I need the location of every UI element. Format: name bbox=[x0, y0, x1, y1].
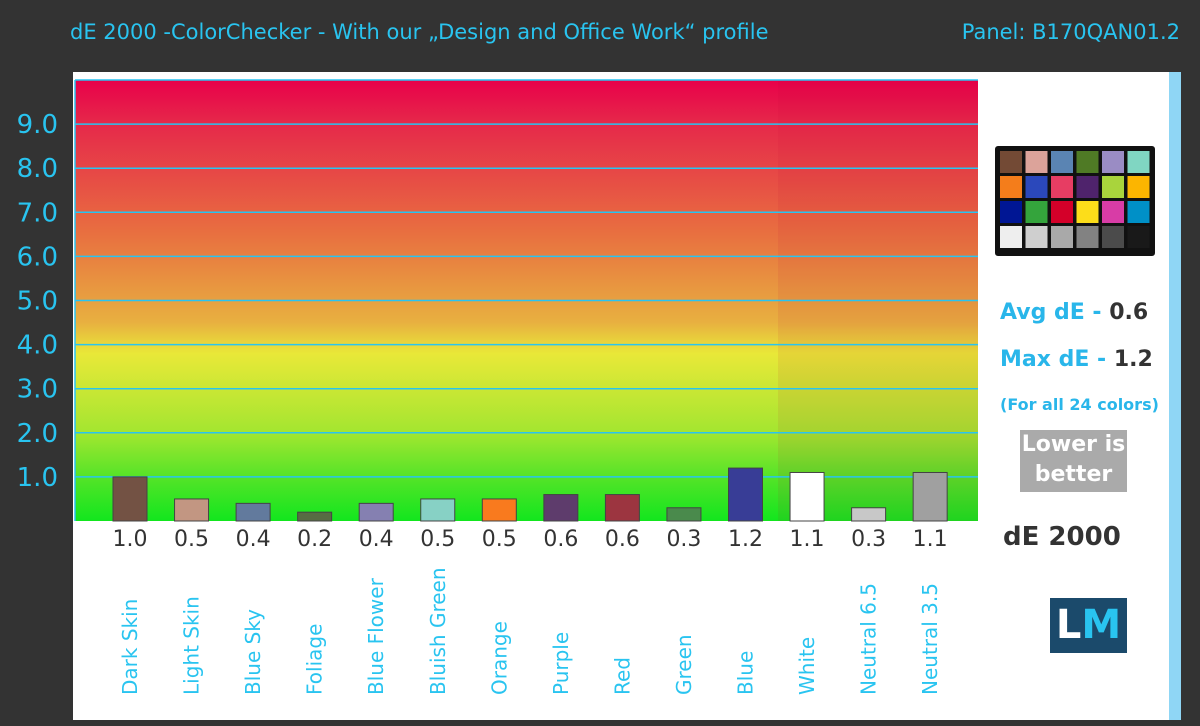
checker-patch bbox=[1051, 201, 1073, 223]
checker-patch bbox=[1025, 151, 1048, 173]
x-tick-label: Green bbox=[672, 634, 696, 695]
y-tick-label: 3.0 bbox=[17, 375, 58, 405]
checker-patch bbox=[1076, 201, 1099, 223]
data-label: 0.5 bbox=[420, 527, 455, 552]
y-tick-label: 2.0 bbox=[17, 419, 58, 449]
y-tick-label: 5.0 bbox=[17, 287, 58, 317]
bar bbox=[481, 498, 517, 522]
bar bbox=[297, 511, 333, 522]
x-tick-label: Orange bbox=[487, 621, 511, 695]
bar bbox=[666, 507, 702, 522]
checker-patch bbox=[1127, 176, 1150, 198]
bar bbox=[112, 476, 148, 522]
x-tick-label: Foliage bbox=[303, 624, 327, 695]
checker-patch bbox=[1102, 201, 1124, 223]
checker-patch bbox=[1076, 226, 1099, 248]
checker-patch bbox=[1127, 226, 1150, 248]
x-tick-label: Neutral 3.5 bbox=[918, 583, 942, 695]
lower-line2: better bbox=[1034, 462, 1113, 487]
checker-patch bbox=[1127, 201, 1150, 223]
bar bbox=[174, 498, 210, 522]
x-tick-label: Neutral 6.5 bbox=[857, 583, 881, 695]
checker-patch bbox=[1076, 151, 1099, 173]
x-tick-label: Dark Skin bbox=[118, 599, 142, 695]
panel-label: Panel: B170QAN01.2 bbox=[961, 20, 1180, 44]
data-label: 0.6 bbox=[543, 527, 578, 552]
note: (For all 24 colors) bbox=[1000, 395, 1159, 414]
chart-title: dE 2000 -ColorChecker - With our „Design… bbox=[70, 20, 769, 44]
y-tick-label: 7.0 bbox=[17, 198, 58, 228]
checker-patch bbox=[1000, 201, 1022, 223]
checker-patch bbox=[1051, 226, 1073, 248]
avg-value: 0.6 bbox=[1109, 300, 1149, 325]
data-label: 0.4 bbox=[236, 527, 271, 552]
checker-patch bbox=[1025, 176, 1048, 198]
lower-line1: Lower is bbox=[1021, 432, 1126, 457]
x-tick-label: Bluish Green bbox=[426, 567, 450, 695]
y-tick-label: 8.0 bbox=[17, 154, 58, 184]
metric-label: dE 2000 bbox=[1003, 522, 1121, 552]
checker-patch bbox=[1127, 151, 1150, 173]
checker-patch bbox=[1025, 201, 1048, 223]
data-label: 0.3 bbox=[666, 527, 701, 552]
colorchecker-image bbox=[995, 146, 1155, 256]
checker-patch bbox=[1051, 151, 1073, 173]
bar bbox=[851, 507, 887, 522]
checker-patch bbox=[1102, 151, 1124, 173]
x-tick-label: Light Skin bbox=[180, 596, 204, 695]
data-label: 0.6 bbox=[605, 527, 640, 552]
x-tick-label: Red bbox=[610, 657, 634, 695]
data-label: 0.3 bbox=[851, 527, 886, 552]
data-label: 0.5 bbox=[174, 527, 209, 552]
bar bbox=[604, 494, 640, 522]
checker-patch bbox=[1076, 176, 1099, 198]
bar bbox=[789, 471, 825, 522]
checker-patch bbox=[1000, 176, 1022, 198]
data-label: 1.2 bbox=[728, 527, 763, 552]
bar bbox=[235, 502, 271, 522]
checker-patch bbox=[1102, 176, 1124, 198]
max-value: 1.2 bbox=[1113, 347, 1153, 372]
x-tick-label: Blue bbox=[734, 651, 758, 695]
bar bbox=[420, 498, 456, 522]
max-de: Max dE - 1.2 bbox=[1000, 347, 1153, 372]
bar bbox=[912, 471, 948, 522]
checker-patch bbox=[1000, 226, 1022, 248]
data-label: 0.5 bbox=[482, 527, 517, 552]
x-tick-label: Blue Sky bbox=[241, 609, 265, 695]
checker-patch bbox=[1000, 151, 1022, 173]
data-label: 0.2 bbox=[297, 527, 332, 552]
checker-patch bbox=[1025, 226, 1048, 248]
avg-de: Avg dE - 0.6 bbox=[1000, 300, 1148, 325]
x-tick-label: Purple bbox=[549, 632, 573, 695]
bar bbox=[358, 502, 394, 522]
data-label: 0.4 bbox=[359, 527, 394, 552]
y-tick-label: 9.0 bbox=[17, 110, 58, 140]
x-tick-label: White bbox=[795, 637, 819, 695]
bar bbox=[728, 467, 763, 522]
y-tick-label: 6.0 bbox=[17, 242, 58, 272]
data-label: 1.0 bbox=[113, 527, 148, 552]
y-tick-label: 1.0 bbox=[17, 463, 58, 493]
max-label: Max dE - bbox=[1000, 347, 1114, 372]
y-tick-label: 4.0 bbox=[17, 331, 58, 361]
avg-label: Avg dE - bbox=[1000, 300, 1110, 325]
bar bbox=[543, 494, 579, 522]
lm-logo: LM bbox=[1050, 598, 1127, 653]
data-label: 1.1 bbox=[790, 527, 825, 552]
data-label: 1.1 bbox=[913, 527, 948, 552]
x-tick-label: Blue Flower bbox=[364, 577, 388, 695]
lower-is-better: Lower is better bbox=[1020, 430, 1127, 492]
checker-patch bbox=[1102, 226, 1124, 248]
checker-patch bbox=[1051, 176, 1073, 198]
